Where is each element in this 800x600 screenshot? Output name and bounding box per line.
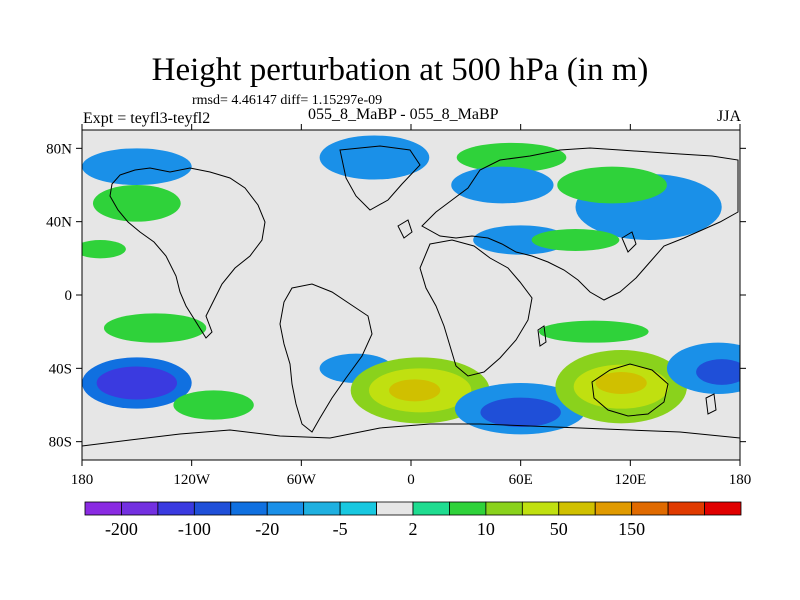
anomaly-layer [82, 135, 740, 435]
coastlines [82, 145, 740, 447]
coastline-south-america [279, 283, 373, 433]
longitude-axis: 180 120W 60W 0 60E 120E 180 [71, 124, 752, 488]
anomaly-blob-11 [595, 372, 647, 394]
colorbar-swatch-6 [303, 501, 341, 516]
lat-tick-label: 40N [46, 215, 72, 231]
colorbar-swatch-9 [412, 501, 450, 516]
coastline-new-zealand [705, 393, 717, 415]
coastline-australia [591, 363, 669, 417]
lon-tick-label: 180 [71, 472, 94, 488]
colorbar-swatch-17 [704, 501, 742, 516]
anomaly-blob-25 [531, 229, 620, 251]
colorbar-swatch-3 [193, 501, 232, 516]
colorbar-label: 150 [618, 519, 645, 539]
colorbar-swatch-2 [157, 501, 195, 516]
lat-tick-label: 80S [49, 435, 72, 451]
anomaly-blob-20 [319, 135, 430, 180]
anomaly-blob-21 [456, 142, 567, 173]
anomaly-blob-8 [480, 397, 561, 428]
anomaly-blob-2 [173, 390, 254, 420]
colorbar-swatch-14 [594, 501, 633, 516]
lat-tick-label: 0 [65, 288, 73, 304]
coastline-japan [621, 231, 637, 253]
anomaly-blob-19 [82, 148, 192, 186]
colorbar-label: -100 [178, 519, 211, 539]
coastline-north-america [109, 167, 266, 339]
lon-tick-label: 60E [509, 472, 533, 488]
colorbar-swatch-12 [521, 501, 560, 516]
lon-tick-label: 120E [614, 472, 646, 488]
stats-line: rmsd= 4.46147 diff= 1.15297e-09 [192, 93, 383, 108]
colorbar-swatch-7 [339, 501, 377, 516]
colorbar-swatch-1 [121, 501, 159, 516]
center-label: 055_8_MaBP - 055_8_MaBP [308, 106, 499, 123]
coastline-madagascar [537, 325, 547, 347]
colorbar-label: 2 [409, 519, 418, 539]
coastline-africa [419, 239, 533, 377]
colorbar-label: 10 [477, 519, 495, 539]
coastline-antarctica [82, 423, 740, 447]
colorbar-swatch-10 [449, 501, 487, 516]
anomaly-blob-6 [389, 379, 441, 402]
lon-tick-label: 60W [287, 472, 317, 488]
lat-tick-label: 40S [49, 361, 72, 377]
colorbar-label: 50 [550, 519, 568, 539]
coastline-greenland [339, 145, 421, 211]
figure-title: Height perturbation at 500 hPa (in m) [151, 52, 649, 88]
colorbar-swatch-0 [84, 501, 122, 516]
colorbar-swatch-8 [376, 501, 414, 516]
experiment-label: Expt = teyfl3-teyfl2 [83, 110, 211, 127]
colorbar-swatch-13 [558, 501, 596, 516]
anomaly-blob-14 [103, 313, 207, 343]
colorbar-swatch-15 [631, 501, 669, 516]
colorbar: -200 -100 -20 -5 2 10 50 150 [84, 501, 742, 539]
colorbar-label: -200 [105, 519, 138, 539]
colorbar-swatch-11 [485, 501, 523, 516]
anomaly-blob-1 [96, 366, 178, 400]
lon-tick-label: 120W [173, 472, 211, 488]
anomaly-blob-17 [557, 166, 667, 204]
season-label: JJA [716, 108, 741, 125]
colorbar-swatch-5 [266, 501, 305, 516]
colorbar-swatch-16 [667, 501, 705, 516]
coastline-uk [397, 219, 413, 239]
colorbar-swatch-4 [230, 501, 268, 516]
map-area [82, 130, 740, 460]
colorbar-label: -5 [333, 519, 348, 539]
lon-tick-label: 180 [729, 472, 752, 488]
anomaly-blob-13 [696, 359, 740, 385]
anomaly-blob-24 [82, 240, 126, 259]
colorbar-label: -20 [255, 519, 279, 539]
latitude-axis: 80N 40N 0 40S 80S [46, 141, 746, 451]
coastline-eurasia [421, 147, 739, 301]
lon-tick-label: 0 [407, 472, 415, 488]
lat-tick-label: 80N [46, 141, 72, 157]
anomaly-blob-18 [92, 185, 181, 222]
anomaly-blob-15 [538, 320, 649, 343]
anomaly-blob-22 [451, 166, 554, 204]
